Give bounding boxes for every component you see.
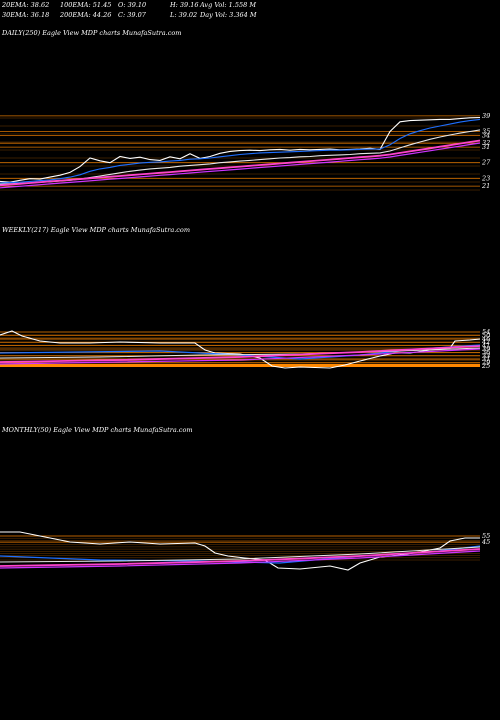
- price-label: 39: [482, 112, 490, 120]
- price-label: 33: [482, 352, 490, 360]
- daily-ema-200-line: [0, 139, 481, 187]
- header-stat: 200EMA: 44.26: [59, 11, 111, 19]
- price-label: 42: [481, 338, 490, 346]
- price-label: 32: [482, 139, 490, 147]
- panel-title: DAILY(250) Eagle View MDP charts MunafaS…: [1, 29, 181, 37]
- price-label: 55: [482, 532, 490, 540]
- daily-ema-100-line: [0, 142, 481, 189]
- price-label: 46: [481, 335, 490, 343]
- header-stat: 100EMA: 51.45: [60, 1, 111, 9]
- weekly-support-band: [0, 364, 480, 367]
- price-label: 41: [481, 342, 490, 350]
- price-label: 23: [481, 174, 490, 182]
- header-stat: Day Vol: 3.364 M: [199, 11, 257, 19]
- price-label: 25: [481, 362, 490, 370]
- monthly-panel: MONTHLY(50) Eagle View MDP charts Munafa…: [0, 426, 490, 571]
- header-stat: L: 39.02: [169, 11, 197, 19]
- price-label: 27: [481, 159, 491, 167]
- weekly-price-line: [0, 330, 481, 369]
- price-label: 21: [481, 182, 490, 190]
- price-label: 54: [482, 328, 490, 336]
- price-label: 31: [482, 355, 490, 363]
- header-stat: 20EMA: 38.62: [1, 1, 49, 9]
- price-label: 39: [482, 345, 490, 353]
- price-label: 50: [482, 331, 490, 339]
- monthly-ema-pink-line: [0, 548, 481, 567]
- panel-title: MONTHLY(50) Eagle View MDP charts Munafa…: [1, 426, 193, 434]
- price-label: 45: [481, 538, 490, 546]
- header-stat: 30EMA: 36.18: [2, 11, 49, 19]
- daily-price-line: [0, 116, 481, 183]
- price-label: 34: [482, 131, 490, 139]
- price-label: 31: [482, 143, 490, 151]
- header-stat: C: 39.07: [118, 11, 147, 19]
- header-stat: O: 39.10: [118, 1, 146, 9]
- daily-ema-30-line: [0, 129, 481, 185]
- weekly-panel: WEEKLY(217) Eagle View MDP charts Munafa…: [0, 226, 490, 370]
- monthly-ema-magenta-line: [0, 550, 481, 569]
- price-label: 35: [482, 128, 490, 136]
- monthly-ema-white-line: [0, 546, 481, 563]
- daily-ema-20-line: [0, 118, 481, 184]
- price-label: 36: [482, 348, 490, 356]
- header-stat: H: 39.16: [169, 1, 199, 9]
- header-stat: Avg Vol: 1.558 M: [199, 1, 256, 9]
- weekly-ema-pink-line: [0, 345, 481, 363]
- weekly-ema-white-line: [0, 347, 481, 359]
- daily-panel: DAILY(250) Eagle View MDP charts MunafaS…: [0, 29, 491, 191]
- indicator-header: 20EMA: 38.62 100EMA: 51.45 O: 39.10 H: 39.1…: [1, 1, 257, 19]
- weekly-ema-magenta-line: [0, 348, 481, 365]
- panel-title: WEEKLY(217) Eagle View MDP charts Munafa…: [2, 226, 190, 234]
- price-label: 29: [481, 359, 490, 367]
